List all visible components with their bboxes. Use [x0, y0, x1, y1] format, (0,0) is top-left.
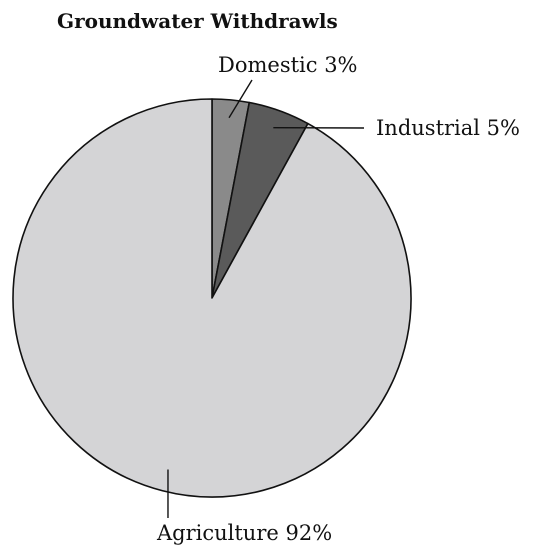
- slice-label-domestic: Domestic 3%: [218, 53, 358, 77]
- slice-label-agriculture: Agriculture 92%: [156, 521, 332, 545]
- chart-title: Groundwater Withdrawls: [57, 9, 338, 33]
- leader-line-domestic: [228, 79, 253, 119]
- pie-slice-agriculture: [12, 98, 412, 498]
- pie-slices: [12, 98, 412, 498]
- leader-lines: [167, 79, 365, 519]
- slice-label-industrial: Industrial 5%: [376, 116, 520, 140]
